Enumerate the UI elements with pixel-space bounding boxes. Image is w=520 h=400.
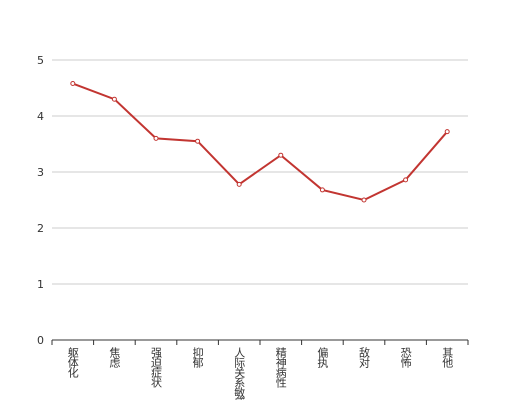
point xyxy=(153,135,159,141)
point xyxy=(361,197,367,203)
point xyxy=(195,138,201,144)
y-tick-label: 3 xyxy=(37,166,44,179)
point xyxy=(319,187,325,193)
x-tick-label: 敌对 xyxy=(358,346,371,368)
x-tick-label: 强迫症状 xyxy=(150,347,163,388)
x-tick-label: 抑郁 xyxy=(191,346,204,368)
point xyxy=(111,96,117,102)
x-tick-label: 精神病性 xyxy=(274,347,287,389)
point xyxy=(444,129,450,135)
point xyxy=(403,177,409,183)
y-tick-label: 0 xyxy=(37,334,44,347)
y-tick-label: 1 xyxy=(37,278,44,291)
point xyxy=(278,152,284,158)
y-tick-label: 2 xyxy=(37,222,44,235)
x-tick-label: 偏执 xyxy=(316,346,329,369)
point xyxy=(236,181,242,187)
y-tick-label: 5 xyxy=(37,54,44,67)
x-tick-label: 恐怖 xyxy=(399,347,412,368)
point xyxy=(70,81,76,87)
x-tick-label: 躯体化 xyxy=(66,347,79,379)
x-tick-label: 人际关系敏感 xyxy=(233,347,246,400)
y-tick-label: 4 xyxy=(37,110,44,123)
x-tick-label: 焦虑 xyxy=(108,347,121,368)
line xyxy=(72,82,448,202)
x-tick-label: 其他 xyxy=(441,347,454,368)
